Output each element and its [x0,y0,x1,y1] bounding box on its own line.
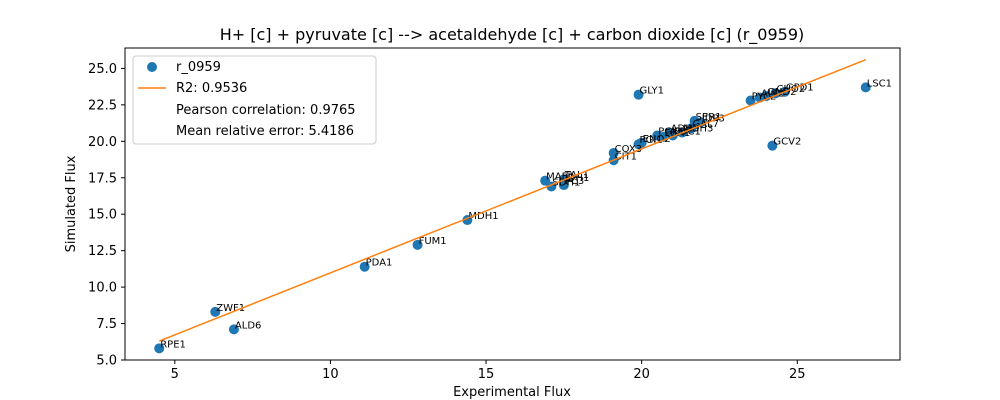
x-tick-label: 20 [633,367,650,382]
point-label: ALD6 [235,320,261,331]
point-label: PGK1 [658,126,685,137]
point-label: PYC2 [752,91,777,102]
y-tick-label: 5.0 [96,354,117,369]
data-point [633,89,644,100]
y-tick-label: 15.0 [88,208,117,223]
data-point [359,261,370,272]
legend: r_0959 R2: 0.9536 Pearson correlation: 0… [132,55,377,145]
fit-line-layer [158,58,867,342]
legend-entry-series: r_0959 [176,60,221,75]
y-tick-label: 20.0 [88,135,117,150]
x-tick-label: 5 [171,367,179,382]
point-label: PDC1 [674,126,701,137]
point-label: GPD1 [786,83,814,94]
data-point [154,343,165,354]
point-label: MDH1 [468,211,498,222]
data-point [770,88,781,99]
x-axis: 5 10 15 20 25 [171,360,806,382]
point-label: GCV2 [773,137,801,148]
point-label: GAL7 [692,119,719,130]
point-label: LSC1 [867,78,892,89]
point-label: MDH3 [683,124,713,135]
x-tick-label: 15 [478,367,495,382]
y-tick-label: 7.5 [96,317,117,332]
x-tick-label: 10 [322,367,339,382]
point-label: ADH3 [671,124,699,135]
data-point [558,180,569,191]
legend-marker-points [147,62,157,72]
data-point [636,137,647,148]
y-axis: 5.0 7.5 10.0 12.5 15.0 17.5 20.0 22.5 25.0 [88,62,125,369]
point-label: COX3 [615,144,642,155]
chart-title: H+ [c] + pyruvate [c] --> acetaldehyde [… [220,25,805,45]
data-point [210,306,221,317]
point-label: ENO2 [643,134,671,145]
point-label: IDH1 [565,173,590,184]
legend-entry-pearson: Pearson correlation: 0.9765 [176,103,356,118]
point-label: IDP3 [702,113,725,124]
data-point [860,82,871,93]
point-label: RPE1 [160,339,186,350]
point-label: CIT1 [615,151,637,162]
point-label: MAE1 [546,172,574,183]
legend-box [132,55,377,145]
x-tick-label: 25 [789,367,806,382]
y-tick-label: 10.0 [88,281,117,296]
x-axis-label: Experimental Flux [453,385,571,400]
y-tick-label: 17.5 [88,171,117,186]
data-point [608,147,619,158]
y-tick-label: 12.5 [88,244,117,259]
point-label: FBA1 [664,128,690,139]
point-label: PDA1 [366,258,393,269]
point-label: ALT2 [761,89,785,100]
point-label: SDH1 [552,178,580,189]
data-point [228,324,239,335]
point-label: GLY1 [640,86,664,97]
fit-line [158,58,867,342]
y-tick-label: 22.5 [88,98,117,113]
y-tick-label: 25.0 [88,62,117,77]
legend-entry-mre: Mean relative error: 5.4186 [176,124,354,139]
y-axis-label: Simulated Flux [64,155,79,252]
point-label: PGI1 [640,135,663,146]
data-point [767,140,778,151]
plot-area: RPE1 ZWF1 ALD6 PDA1 FUM1 MDH1 MAE1SDH1TAL1IDH1… [154,58,892,354]
point-label: SER1 [696,112,722,123]
data-point [745,95,756,106]
point-label: PC3 [565,176,584,187]
point-label: FUM1 [419,236,447,247]
legend-entry-r2: R2: 0.9536 [176,81,247,96]
point-label: TAL1 [564,170,589,181]
data-point [412,239,423,250]
point-label: ZWF1 [216,303,245,314]
plot-frame [124,47,901,361]
